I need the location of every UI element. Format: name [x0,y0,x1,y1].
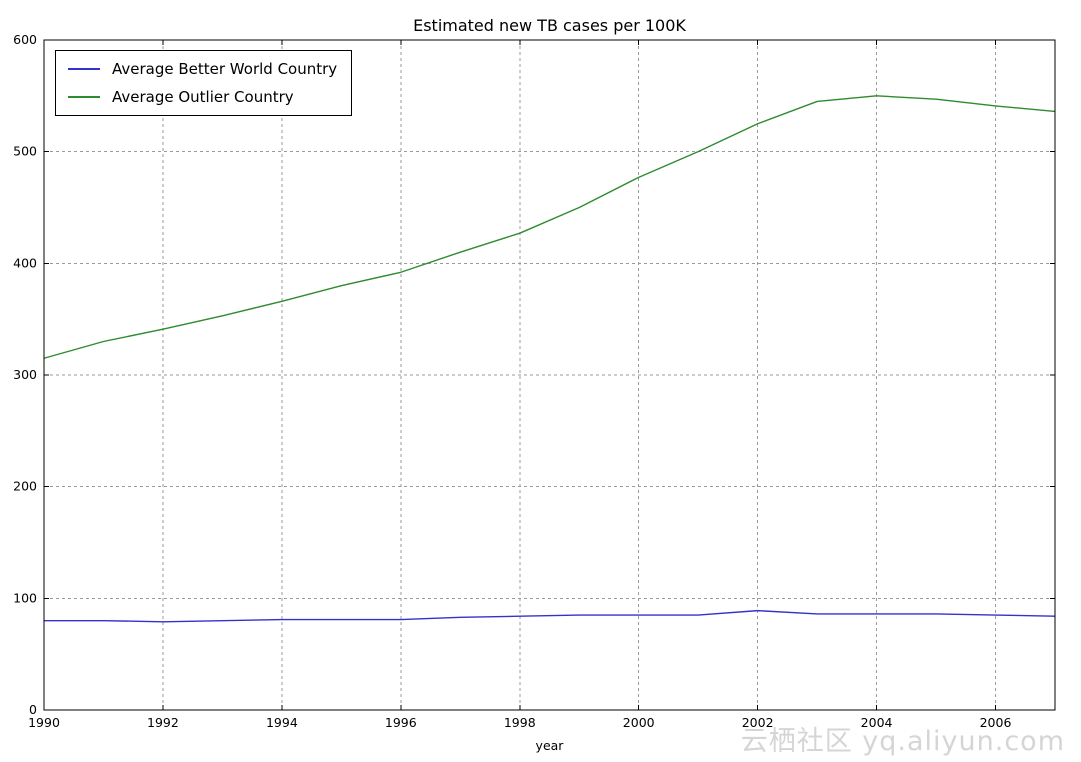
legend-line-swatch-green [68,96,100,98]
tick-label: 2004 [861,715,893,730]
legend-line-swatch-blue [68,68,100,70]
series-line-average-outlier-country [43,95,1056,359]
legend-item-label: Average Outlier Country [112,88,294,106]
tick-label: 0 [29,702,37,717]
legend-item-label: Average Better World Country [112,60,338,78]
tick-label: 2002 [742,715,774,730]
tick-label: 1990 [28,715,60,730]
tick-label: 1996 [385,715,417,730]
tick-label: 100 [13,590,37,605]
tick-label: 400 [13,255,37,270]
legend-item: Average Outlier Country [68,88,337,106]
tick-label: 600 [13,32,37,47]
chart-title: Estimated new TB cases per 100K [413,16,686,35]
tick-label: 1992 [147,715,179,730]
tick-label: 200 [13,479,37,494]
tick-label: 2000 [623,715,655,730]
series-line-average-better-world-country [44,609,1056,623]
tick-label: 300 [13,367,37,382]
tick-label: 1994 [266,715,298,730]
x-axis-label: year [535,738,564,753]
legend: Average Better World Country Average Out… [55,50,353,116]
tick-label: 1998 [504,715,536,730]
tick-label: 500 [13,144,37,159]
tick-label: 2006 [980,715,1012,730]
legend-item: Average Better World Country [68,60,337,78]
